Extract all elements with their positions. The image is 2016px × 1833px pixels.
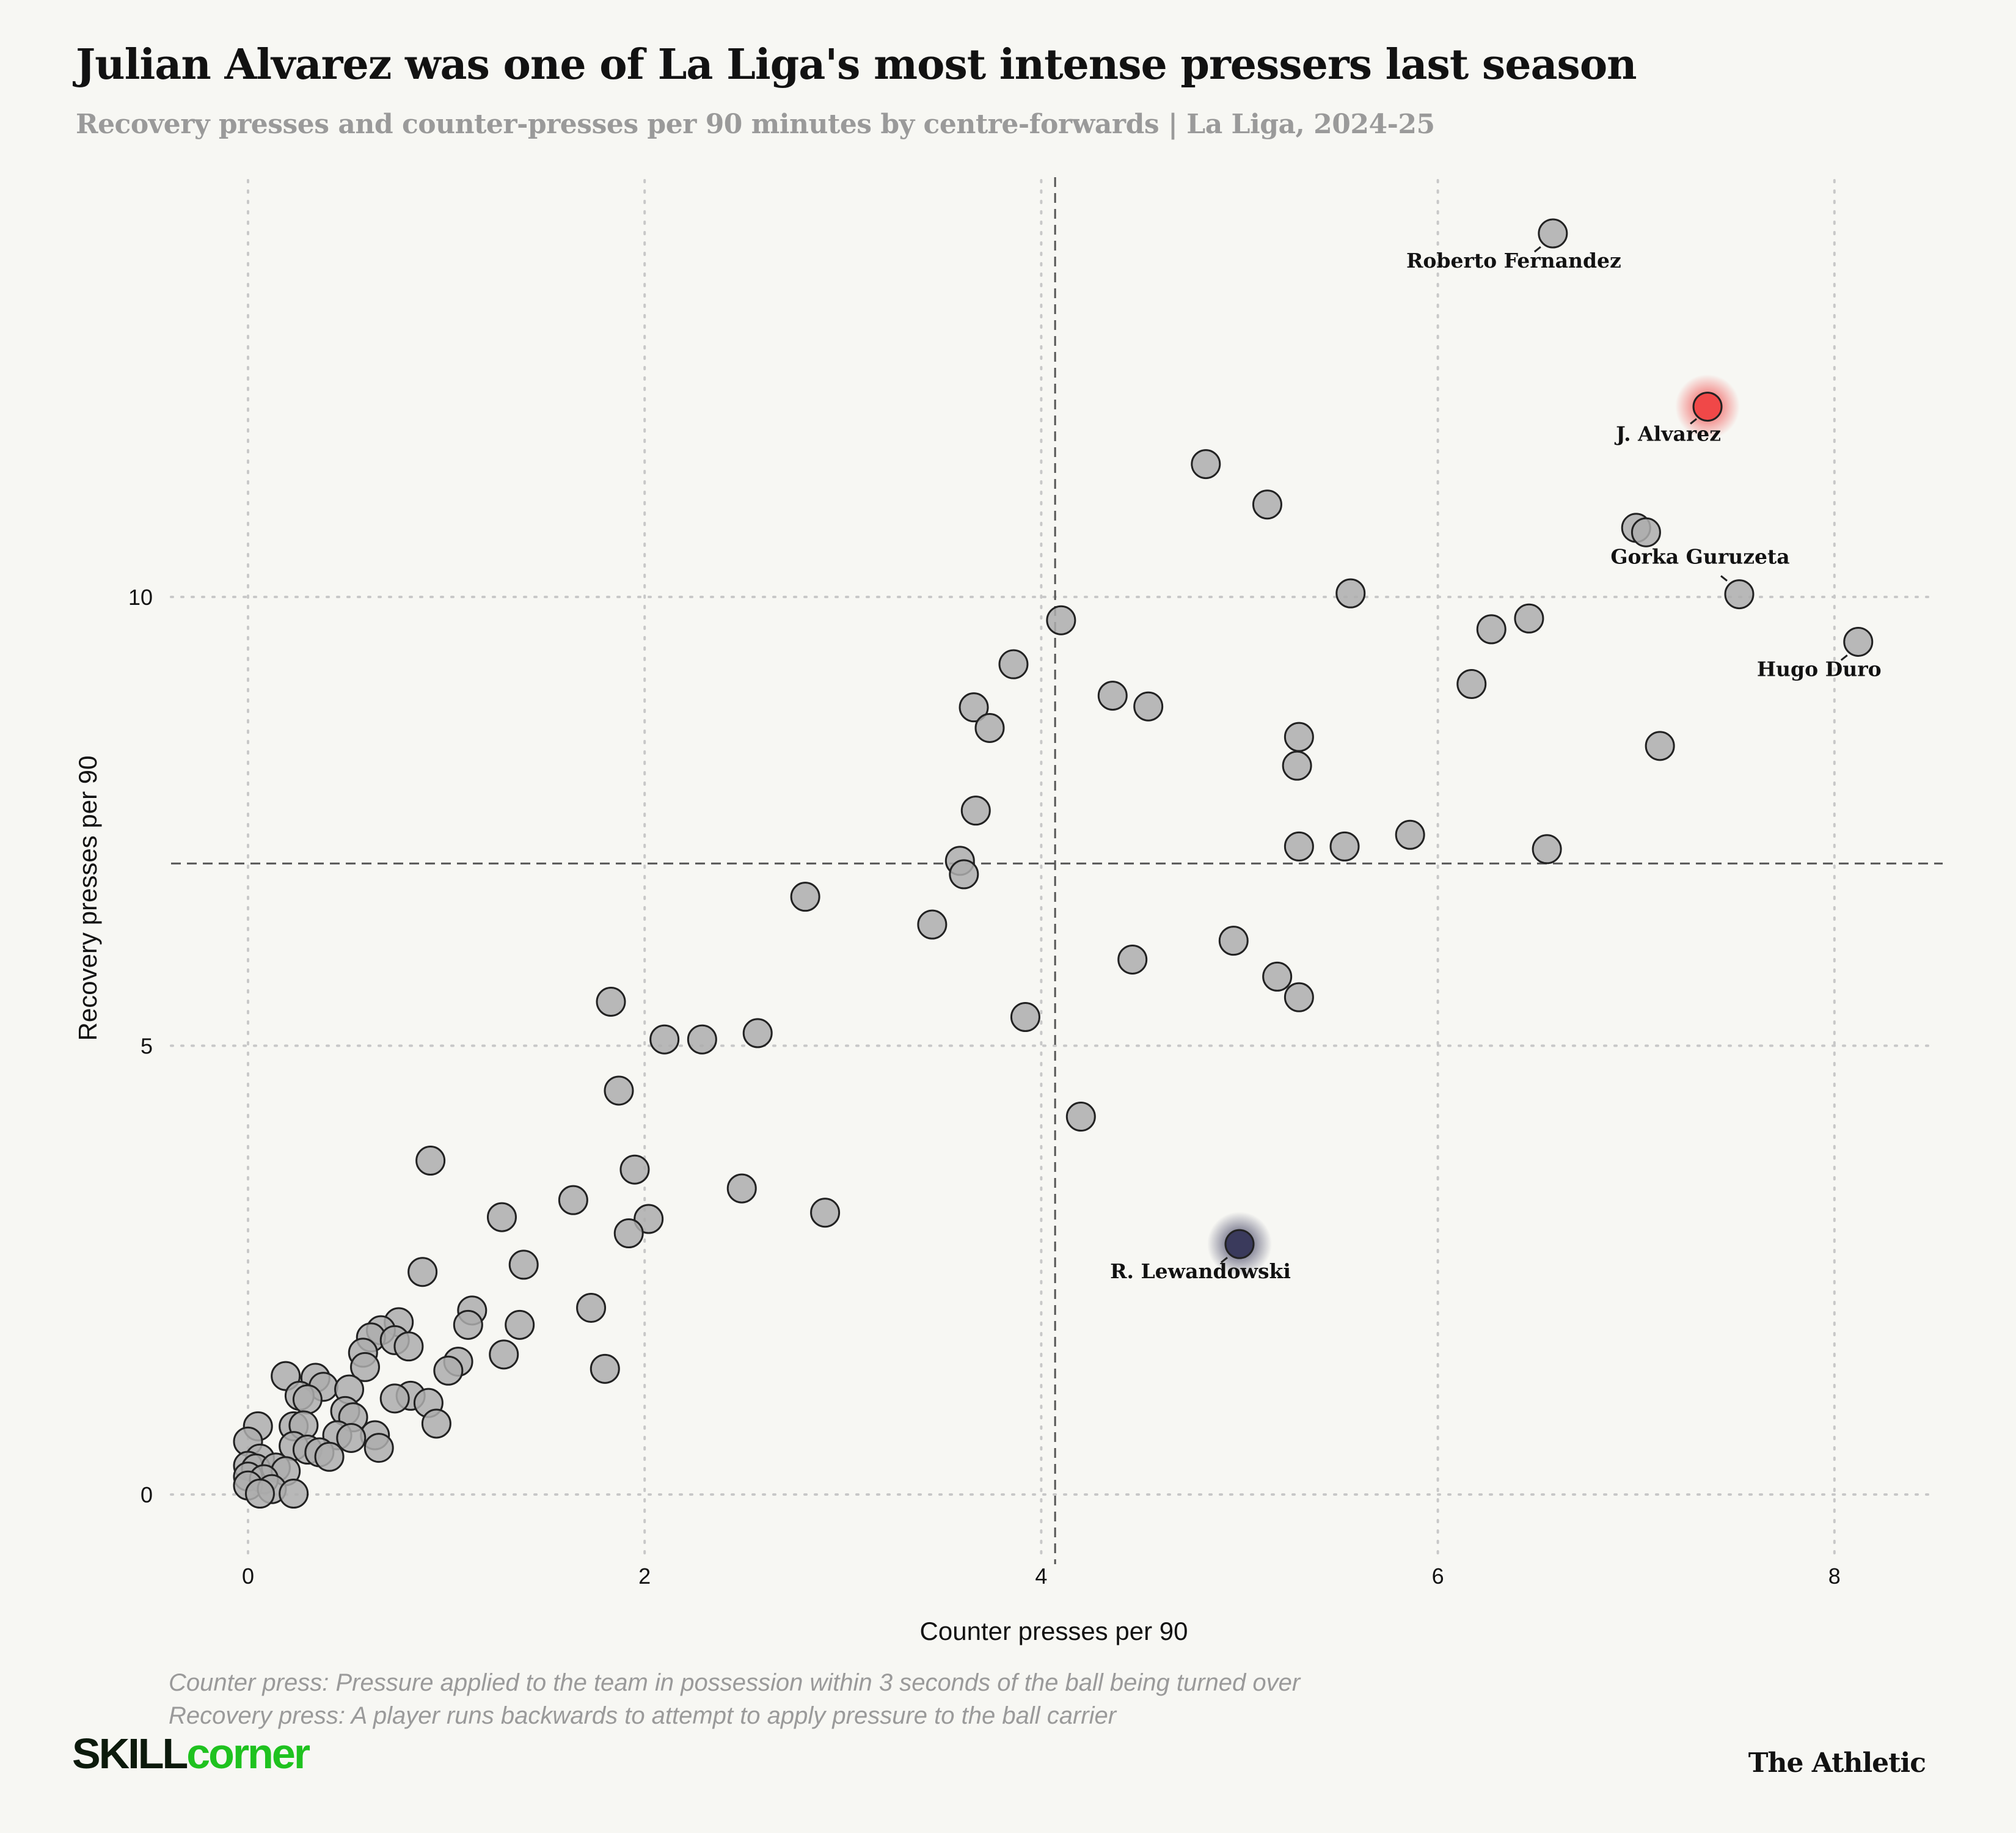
data-point <box>604 1075 634 1106</box>
data-point <box>350 1352 381 1382</box>
highlighted-point <box>1224 1229 1255 1259</box>
data-point <box>314 1441 345 1472</box>
leader-line <box>1221 1256 1228 1264</box>
data-point <box>790 882 820 912</box>
data-point <box>687 1024 717 1055</box>
data-point <box>590 1353 620 1384</box>
data-point <box>742 1018 773 1048</box>
x-tick-label: 4 <box>1035 1564 1047 1589</box>
data-point <box>1117 944 1148 975</box>
data-point <box>1010 1001 1040 1032</box>
data-point <box>810 1198 841 1228</box>
data-point <box>244 1479 275 1509</box>
data-point <box>960 796 991 826</box>
point-label: Hugo Duro <box>1757 657 1882 681</box>
data-point <box>613 1218 644 1249</box>
data-point <box>998 649 1029 679</box>
data-point <box>1252 489 1282 520</box>
data-point <box>433 1355 464 1386</box>
leader-line <box>1720 575 1728 582</box>
skillcorner-logo-corner: corner <box>186 1730 310 1777</box>
labeled-point <box>1538 218 1568 249</box>
data-point <box>1133 691 1164 722</box>
data-point <box>1097 681 1128 711</box>
data-point <box>486 1202 517 1232</box>
highlighted-point <box>1692 392 1723 422</box>
x-tick-label: 0 <box>242 1564 254 1589</box>
y-tick-label: 10 <box>128 585 153 610</box>
data-point <box>1514 603 1544 634</box>
the-athletic-logo: The Athletic <box>1748 1747 1926 1779</box>
data-point <box>1046 605 1076 635</box>
data-point <box>1329 831 1360 862</box>
data-point <box>974 712 1005 743</box>
x-tick-label: 2 <box>638 1564 651 1589</box>
point-label: Roberto Fernandez <box>1406 249 1621 273</box>
data-point <box>558 1185 588 1215</box>
y-axis-label: Recovery presses per 90 <box>73 756 102 1041</box>
point-label: R. Lewandowski <box>1110 1259 1291 1283</box>
footnote-counter-press: Counter press: Pressure applied to the t… <box>169 1669 1301 1696</box>
data-point <box>1284 722 1314 752</box>
x-tick-label: 8 <box>1828 1564 1841 1589</box>
data-point <box>505 1309 535 1340</box>
y-tick-label: 5 <box>141 1034 153 1059</box>
data-point <box>949 859 979 890</box>
chart-subtitle: Recovery presses and counter-presses per… <box>76 109 1435 140</box>
data-point <box>1065 1102 1096 1132</box>
data-point <box>508 1249 539 1280</box>
data-point <box>917 909 948 940</box>
leader-line <box>1840 654 1848 661</box>
data-point <box>576 1292 607 1323</box>
data-point <box>1282 750 1312 781</box>
data-point <box>453 1309 483 1340</box>
data-point <box>1476 614 1507 645</box>
data-point <box>726 1173 757 1204</box>
data-point <box>1191 449 1221 480</box>
data-point <box>336 1422 367 1453</box>
data-point <box>959 692 989 723</box>
data-point <box>1631 517 1661 547</box>
data-point <box>421 1408 451 1439</box>
data-point <box>393 1331 424 1362</box>
data-point <box>1456 668 1487 699</box>
data-point <box>596 987 626 1017</box>
data-point <box>415 1146 446 1176</box>
labeled-point <box>1724 579 1755 610</box>
skillcorner-logo-skill: SKILL <box>72 1730 188 1777</box>
data-point <box>292 1384 323 1414</box>
data-point <box>649 1024 680 1055</box>
x-axis-label: Counter presses per 90 <box>920 1617 1188 1645</box>
point-label: Gorka Guruzeta <box>1610 545 1789 569</box>
data-point <box>279 1479 309 1509</box>
leader-line <box>1690 418 1697 425</box>
data-point <box>407 1257 438 1287</box>
data-point <box>1262 961 1293 992</box>
data-point <box>363 1433 394 1463</box>
x-tick-label: 6 <box>1432 1564 1444 1589</box>
data-point <box>1645 731 1675 761</box>
data-point <box>1335 578 1366 609</box>
y-tick-label: 0 <box>141 1482 153 1507</box>
data-point <box>489 1339 519 1370</box>
skillcorner-logo: SKILLcorner <box>72 1729 310 1778</box>
data-point <box>1395 819 1425 850</box>
data-point <box>379 1383 410 1414</box>
data-point <box>1218 926 1249 956</box>
data-point <box>1284 982 1314 1012</box>
chart-title: Julian Alvarez was one of La Liga's most… <box>76 40 1637 89</box>
footnote-recovery-press: Recovery press: A player runs backwards … <box>169 1702 1117 1729</box>
data-point <box>619 1154 650 1185</box>
leader-line <box>1533 246 1541 253</box>
labeled-point <box>1843 626 1874 657</box>
data-point <box>1532 834 1562 865</box>
data-point <box>1284 831 1314 862</box>
point-label: J. Alvarez <box>1614 422 1721 446</box>
